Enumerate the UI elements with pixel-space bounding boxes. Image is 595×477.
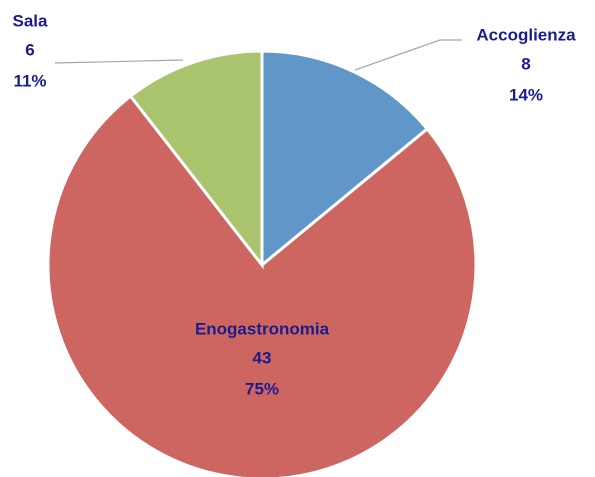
leader-line	[354, 39, 462, 71]
labels: Accoglienza 8 14% Enogastronomia 43 75% Sala 6 1…	[13, 11, 577, 398]
slice-label: Sala	[13, 11, 49, 30]
slice-percent: 11%	[13, 71, 46, 90]
slice-label: Accoglienza	[476, 25, 576, 44]
pie	[46, 49, 478, 477]
slice-value: 8	[521, 54, 530, 73]
pie-slice	[260, 49, 430, 269]
slice-value: 6	[25, 40, 34, 59]
slice-percent: 14%	[509, 85, 543, 104]
pie-slice	[128, 49, 264, 270]
leader-line	[54, 59, 184, 64]
slice-value: 43	[253, 348, 272, 367]
slice-percent: 75%	[245, 379, 279, 398]
slice-label: Enogastronomia	[195, 319, 330, 338]
pie-slice	[46, 94, 478, 477]
